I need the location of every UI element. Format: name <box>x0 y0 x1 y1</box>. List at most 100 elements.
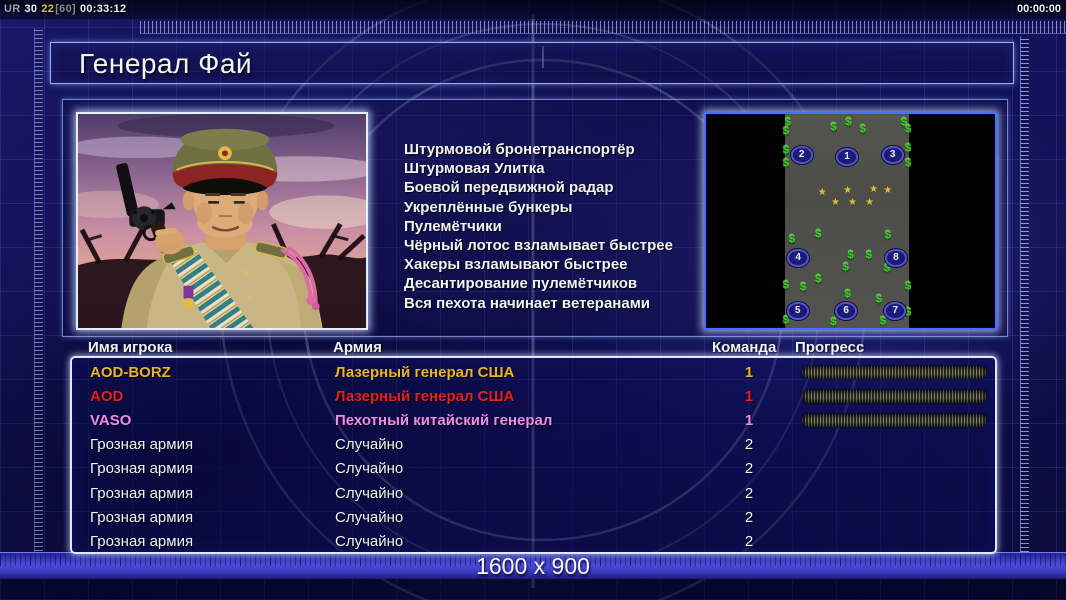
frame-value: 22 <box>41 3 55 15</box>
star-icon: ★ <box>830 196 840 208</box>
money-icon: $ <box>845 116 852 129</box>
players-table: AOD-BORZ Лазерный генерал США 1 AOD Лазерный… <box>70 356 997 554</box>
star-icon: ★ <box>843 185 853 197</box>
player-team: 1 <box>744 364 754 381</box>
player-team: 2 <box>744 484 754 502</box>
elapsed-time: 00:33:12 <box>79 3 127 15</box>
money-icon: $ <box>782 279 789 292</box>
player-army: Лазерный генерал США <box>335 364 515 381</box>
start-position-marker: 8 <box>884 248 907 267</box>
money-icon: $ <box>830 121 837 134</box>
ability-item: Штурмовой бронетранспортёр <box>404 141 635 158</box>
table-row: Грозная армия Случайно 2 <box>72 485 995 509</box>
player-name: Грозная армия <box>90 508 194 526</box>
start-position-marker: 4 <box>787 249 810 268</box>
player-army: Случайно <box>335 484 404 502</box>
player-team: 2 <box>744 436 754 454</box>
ruler-bottom <box>0 554 1066 566</box>
player-team: 2 <box>744 532 754 550</box>
money-icon: $ <box>782 314 789 327</box>
column-header-progress: Прогресс <box>795 339 865 356</box>
money-icon: $ <box>859 123 866 136</box>
money-icon: $ <box>788 233 795 246</box>
player-team: 2 <box>744 460 754 478</box>
money-icon: $ <box>900 116 908 129</box>
column-header-army: Армия <box>333 339 382 356</box>
star-icon: ★ <box>865 196 875 208</box>
table-row: Грозная армия Случайно 2 <box>72 436 995 460</box>
money-icon: $ <box>847 249 854 262</box>
start-position-marker: 3 <box>881 146 904 165</box>
player-name: Грозная армия <box>90 484 194 502</box>
player-name: Грозная армия <box>90 532 194 550</box>
ruler-top <box>140 21 1066 34</box>
loading-progress-bar <box>802 414 987 428</box>
money-icon: $ <box>879 315 886 328</box>
money-icon: $ <box>800 281 807 294</box>
loading-progress-bar <box>802 366 987 379</box>
abilities-list: Штурмовой бронетранспортёр Штурмовая Ули… <box>404 140 704 313</box>
player-team: 1 <box>744 412 754 430</box>
table-row: VASO Пехотный китайский генерал 1 <box>72 412 995 436</box>
star-icon: ★ <box>848 196 857 208</box>
game-timer: 00:00:00 <box>1016 3 1061 15</box>
money-icon: $ <box>904 306 912 319</box>
player-army: Пехотный китайский генерал <box>335 412 553 430</box>
general-title-bar: Генерал Фай <box>50 42 1014 84</box>
ability-item: Хакеры взламывают быстрее <box>404 256 628 274</box>
start-position-marker: 1 <box>836 147 859 166</box>
money-icon: $ <box>830 316 837 328</box>
player-army: Случайно <box>335 436 404 454</box>
ruler-left <box>34 28 43 575</box>
money-icon: $ <box>883 262 890 275</box>
player-name: AOD-BORZ <box>90 364 171 381</box>
money-icon: $ <box>904 157 912 170</box>
player-army: Случайно <box>335 532 404 550</box>
ruler-right <box>1020 36 1029 568</box>
ability-item: Пулемётчики <box>404 217 502 235</box>
money-icon: $ <box>815 228 822 241</box>
fps-label: UR <box>4 3 21 15</box>
money-icon: $ <box>875 293 882 306</box>
money-icon: $ <box>784 116 791 129</box>
money-icon: $ <box>904 123 912 136</box>
money-icon: $ <box>815 273 822 286</box>
player-name: VASO <box>90 412 132 430</box>
ability-item: Укреплённые бункеры <box>404 198 573 216</box>
money-icon: $ <box>865 249 872 262</box>
debug-status: UR 30 22[60] 00:33:12 <box>4 3 130 15</box>
column-header-team: Команда <box>712 339 777 356</box>
table-row: AOD-BORZ Лазерный генерал США 1 <box>72 364 995 388</box>
table-row: Грозная армия Случайно 2 <box>72 460 995 484</box>
player-army: Лазерный генерал США <box>335 388 515 406</box>
start-position-marker: 6 <box>835 301 858 320</box>
player-army: Случайно <box>335 460 404 478</box>
star-icon: ★ <box>883 185 893 197</box>
start-position-marker: 7 <box>884 302 907 321</box>
general-portrait <box>76 112 368 330</box>
start-position-marker: 2 <box>790 146 813 165</box>
general-portrait-art <box>78 114 366 328</box>
star-icon: ★ <box>869 184 879 196</box>
table-row: Грозная армия Случайно 2 <box>72 533 995 557</box>
money-icon: $ <box>904 280 912 293</box>
column-header-name: Имя игрока <box>88 339 173 356</box>
general-info-panel: Штурмовой бронетранспортёр Штурмовая Ули… <box>62 99 1008 337</box>
player-name: Грозная армия <box>90 436 194 454</box>
ability-item: Десантирование пулемётчиков <box>404 275 638 293</box>
map-resolution-label: 1600 x 900 <box>476 553 590 579</box>
player-name: Грозная армия <box>90 460 194 478</box>
bottom-shade <box>0 578 1066 600</box>
ability-item: Чёрный лотос взламывает быстрее <box>404 237 673 255</box>
player-name: AOD <box>90 388 124 406</box>
map-preview: $ $ $ $ $ $ $ $ $ $ $ $ $ $ $ $ $ $ $ $ $ $ $ $ $ $ $ $ ★ ★ ★ ★ ★ ★ ★ 1 2 3 4 8… <box>704 112 997 330</box>
map-preview-content: $ $ $ $ $ $ $ $ $ $ $ $ $ $ $ $ $ $ $ $ $ $ $ $ $ $ $ $ ★ ★ ★ ★ ★ ★ ★ 1 2 3 4 8… <box>706 114 995 328</box>
start-position-marker: 5 <box>786 302 809 321</box>
money-icon: $ <box>782 144 789 157</box>
fps-value: 30 <box>24 3 38 15</box>
frame-cap: [60] <box>55 3 76 15</box>
money-icon: $ <box>842 261 849 274</box>
ability-item: Штурмовая Улитка <box>404 160 545 178</box>
table-row: AOD Лазерный генерал США 1 <box>72 388 995 412</box>
